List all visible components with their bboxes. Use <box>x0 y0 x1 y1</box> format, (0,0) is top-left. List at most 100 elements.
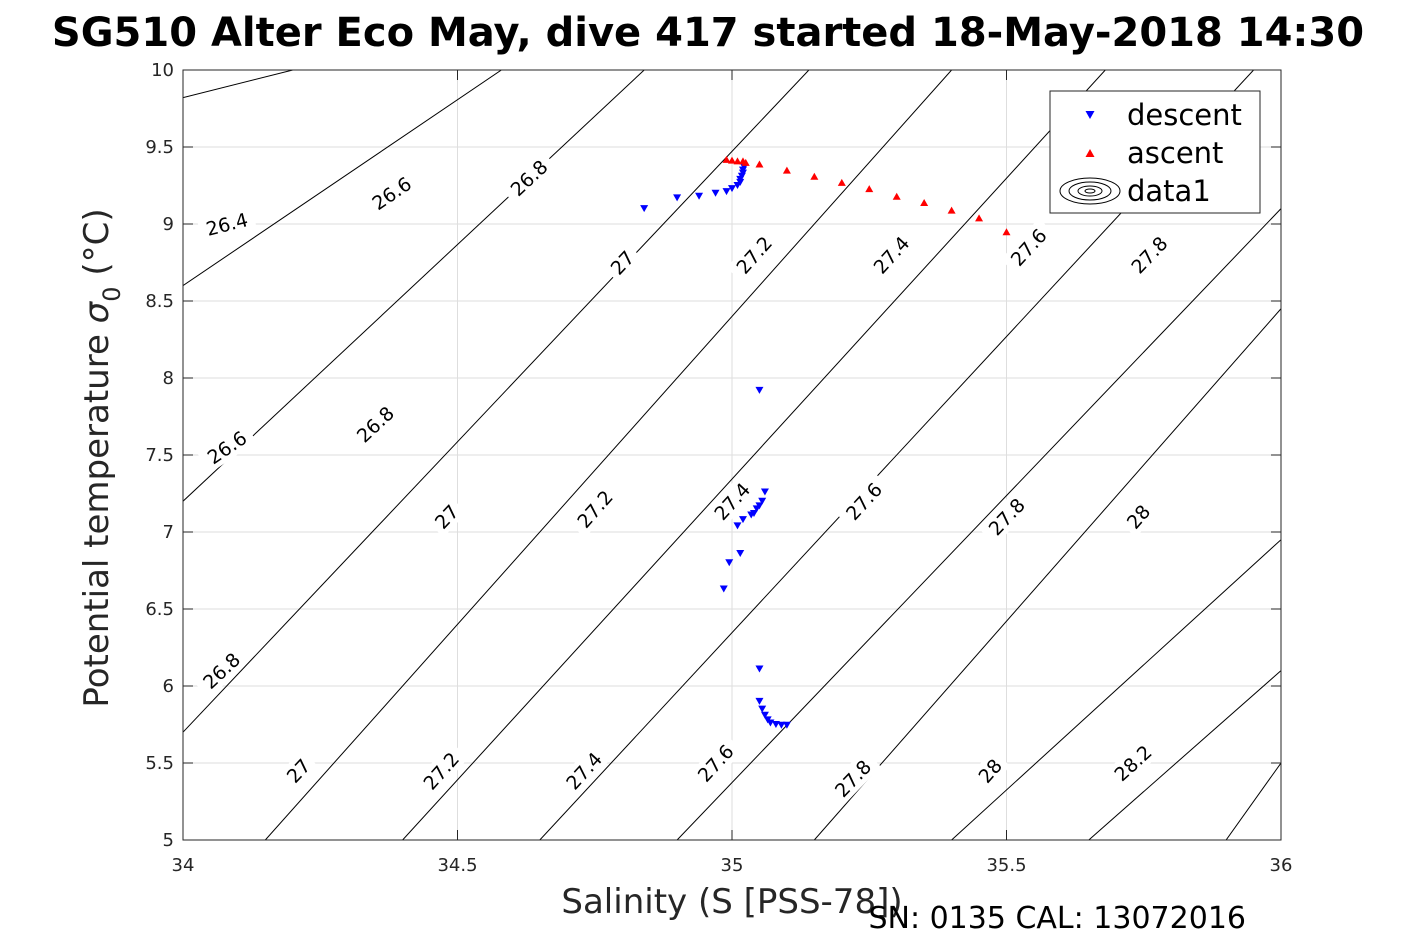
y-tick-label: 6 <box>163 676 174 697</box>
ascent-point <box>741 158 750 166</box>
y-tick-label: 5.5 <box>145 753 174 774</box>
contour-line <box>676 208 1281 840</box>
descent-point <box>728 185 736 193</box>
contour-label-bg <box>704 472 760 530</box>
descent-point <box>725 559 734 567</box>
series-ascent <box>722 155 1011 236</box>
ascent-point <box>892 192 901 200</box>
contour-label-bg <box>1000 218 1057 276</box>
contour-line <box>183 70 502 287</box>
chart-title: SG510 Alter Eco May, dive 417 started 18… <box>52 10 1364 56</box>
descent-point <box>755 697 764 705</box>
legend-marker-ascent <box>1085 149 1095 157</box>
y-label-subscript: 0 <box>98 286 126 301</box>
y-label-unit: (°C) <box>77 208 117 286</box>
descent-point <box>777 721 786 729</box>
contour-label-bg <box>1121 226 1178 284</box>
y-tick-label: 8.5 <box>145 291 174 312</box>
ascent-point <box>1002 228 1011 236</box>
ascent-point <box>947 206 956 214</box>
descent-point <box>640 205 649 213</box>
contour-label-bg <box>824 749 881 807</box>
ascent-point <box>865 185 874 193</box>
contour-label-bg <box>978 488 1035 546</box>
contour-label-bg <box>361 167 422 219</box>
legend-box <box>1049 90 1261 214</box>
grid-lines <box>183 70 1281 840</box>
contour-label-bg <box>346 396 404 453</box>
legend-marker-contour <box>1059 177 1121 205</box>
y-tick-label: 6.5 <box>145 599 174 620</box>
contour-label-bg <box>601 241 643 284</box>
x-axis-ticks: 34 34.5 35 35.5 36 <box>172 70 1293 876</box>
contour-line <box>264 70 952 840</box>
contour-label-bg <box>196 205 257 243</box>
contour-line <box>951 539 1281 840</box>
legend-label-data1: data1 <box>1127 174 1211 208</box>
descent-point <box>711 189 720 197</box>
contour-label-bg <box>969 750 1011 792</box>
x-tick-label: 34 <box>172 855 195 876</box>
descent-point <box>760 711 769 719</box>
contour-label-bg <box>567 480 623 538</box>
contour-label-bg <box>277 750 319 792</box>
descent-point <box>755 386 764 394</box>
descent-point <box>760 488 769 496</box>
y-axis-label: Potential temperature σ0 (°C) <box>77 208 126 707</box>
x-tick-label: 35.5 <box>986 855 1026 876</box>
contour-line <box>813 308 1281 840</box>
legend-label-ascent: ascent <box>1127 136 1223 170</box>
descent-point <box>738 516 747 524</box>
ascent-point <box>975 214 984 222</box>
contour-line <box>183 70 293 99</box>
descent-point <box>758 497 767 505</box>
contour-line <box>1225 762 1281 840</box>
contour-label-bg <box>500 149 558 206</box>
ascent-point <box>733 157 742 165</box>
y-tick-label: 8 <box>163 368 174 389</box>
ascent-point <box>755 160 764 168</box>
y-tick-label: 7.5 <box>145 445 174 466</box>
descent-point <box>782 721 791 729</box>
contour-line <box>183 70 645 502</box>
descent-point <box>733 522 742 530</box>
y-axis-ticks: 5 5.5 6 6.5 7 7.5 8 8.5 9 9.5 10 <box>145 60 1281 851</box>
y-tick-label: 9 <box>163 214 174 235</box>
footer-serial: SN: 0135 CAL: 13072016 <box>868 901 1246 936</box>
contour-label-bg <box>556 741 612 800</box>
x-axis-label: Salinity (S [PSS-78]) <box>561 882 902 922</box>
descent-point <box>695 192 704 200</box>
y-label-sigma: σ <box>77 300 117 323</box>
contour-line <box>183 70 810 733</box>
y-tick-label: 7 <box>163 522 174 543</box>
descent-point <box>719 585 728 593</box>
y-label-main: Potential temperature <box>77 323 117 707</box>
legend-marker-descent <box>1085 111 1095 119</box>
descent-point <box>722 188 731 196</box>
contour-label-bg <box>196 421 257 473</box>
contour-line <box>402 70 1106 840</box>
x-tick-label: 36 <box>1270 855 1293 876</box>
x-tick-label: 35 <box>721 855 744 876</box>
contour-label-bg <box>835 472 892 530</box>
descent-point <box>755 665 764 673</box>
descent-point <box>758 705 767 713</box>
descent-point <box>752 505 761 513</box>
contour-label-bg <box>426 496 467 538</box>
ascent-point <box>782 166 791 174</box>
contour-label-bg <box>863 226 919 284</box>
descent-point <box>771 721 780 728</box>
contour-label-bg <box>726 225 782 284</box>
series-descent <box>640 163 791 729</box>
ascent-point <box>810 172 819 180</box>
legend: descent ascent data1 <box>1049 90 1261 214</box>
contour-label-bg <box>192 642 251 699</box>
y-tick-label: 5 <box>163 830 174 851</box>
descent-point <box>747 511 756 519</box>
contour-label-bg <box>1104 735 1162 791</box>
contour-label-bg <box>687 734 744 792</box>
contour-label-bg <box>413 741 469 800</box>
ascent-point <box>920 198 929 206</box>
legend-label-descent: descent <box>1127 98 1242 132</box>
descent-point <box>673 194 682 202</box>
